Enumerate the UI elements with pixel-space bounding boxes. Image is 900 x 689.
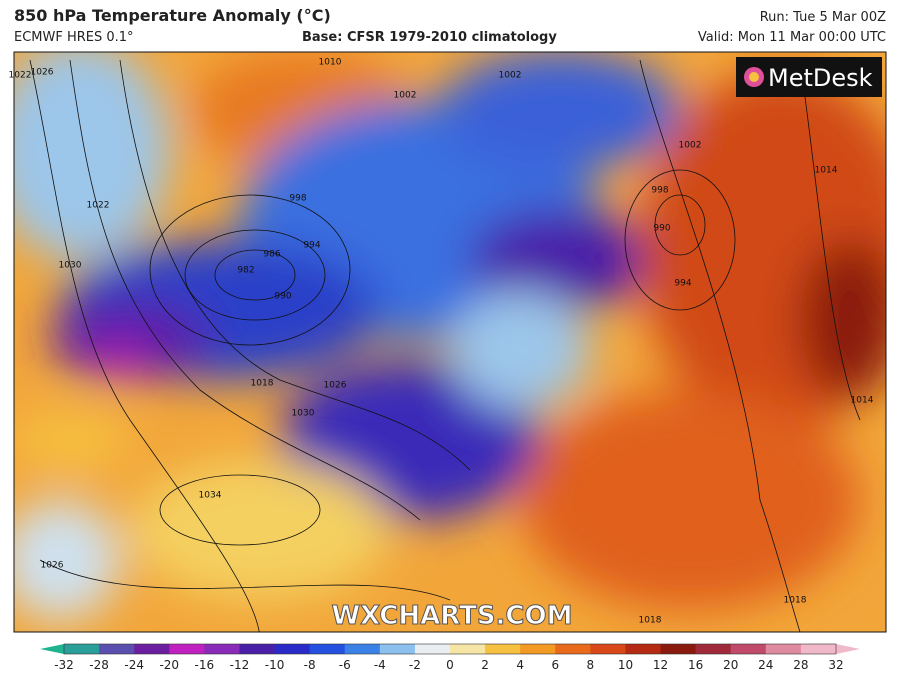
isobar-label: 1026	[41, 561, 64, 571]
colorbar-tick-label: 2	[481, 658, 489, 672]
colorbar-tick-label: 24	[758, 658, 773, 672]
isobar-label: 990	[653, 224, 670, 234]
colorbar-tick-label: -28	[89, 658, 109, 672]
colorbar-segment	[134, 644, 170, 654]
isobar-label: 1022	[9, 71, 32, 81]
colorbar-tick-label: 12	[653, 658, 668, 672]
colorbar-segment	[450, 644, 486, 654]
isobar-label: 1030	[59, 261, 82, 271]
isobar-label: 1010	[319, 58, 342, 68]
isobar-label: 1018	[784, 596, 807, 606]
colorbar-segment	[730, 644, 767, 654]
model: ECMWF HRES 0.1°	[14, 30, 134, 45]
colorbar-tick-label: 4	[516, 658, 524, 672]
isobar-label: 1034	[199, 491, 222, 501]
colorbar-tick-label: -4	[374, 658, 386, 672]
colorbar-segment	[344, 644, 381, 654]
colorbar-segment	[590, 644, 626, 654]
colorbar-tick-label: -2	[409, 658, 421, 672]
isobar-label: 1014	[815, 166, 838, 176]
isobar-label: 990	[274, 292, 291, 302]
isobar-label: 994	[303, 241, 320, 251]
colorbar-tick-label: 10	[618, 658, 633, 672]
isobar-label: 998	[651, 186, 668, 196]
colorbar-segment	[309, 644, 346, 654]
colorbar-tick-label: -6	[339, 658, 351, 672]
colorbar-tick-label: -8	[304, 658, 316, 672]
colorbar-segment	[520, 644, 556, 654]
colorbar-segment	[414, 644, 451, 654]
colorbar-tick-label: 6	[551, 658, 559, 672]
colorbar-segment	[274, 644, 311, 654]
base: Base: CFSR 1979-2010 climatology	[302, 30, 557, 45]
colorbar-tick-label: -12	[230, 658, 250, 672]
anomaly-field	[14, 52, 886, 632]
colorbar-segment	[169, 644, 205, 654]
isobar-label: 1022	[87, 201, 110, 211]
run: Run: Tue 5 Mar 00Z	[759, 10, 886, 25]
colorbar-segment	[64, 644, 100, 654]
isobar-label: 982	[237, 266, 254, 276]
colorbar-end	[40, 644, 64, 654]
colorbar-tick-label: 16	[688, 658, 703, 672]
colorbar-tick-label: -24	[124, 658, 144, 672]
colorbar-tick-label: 20	[723, 658, 738, 672]
isobar-label: 994	[674, 279, 691, 289]
colorbar-tick-label: 0	[446, 658, 454, 672]
colorbar-tick-label: -10	[265, 658, 285, 672]
colorbar-tick-label: 28	[793, 658, 808, 672]
isobar-label: 986	[263, 250, 280, 260]
colorbar-segment	[660, 644, 697, 654]
colorbar-end	[836, 644, 860, 654]
colorbar-tick-label: -20	[159, 658, 179, 672]
colorbar-segment	[695, 644, 732, 654]
colorbar: -32 -28 -24 -20 -16 -12 -10 -8 -6 -4 -2 0 2 4 6 8 10 12 16…	[40, 643, 860, 672]
colorbar-segment	[800, 644, 837, 654]
isobar-label: 1026	[31, 68, 54, 78]
logo: MetDesk	[768, 64, 873, 92]
colorbar-segment	[239, 644, 276, 654]
colorbar-segment	[765, 644, 802, 654]
colorbar-segment	[204, 644, 240, 654]
colorbar-segment	[625, 644, 662, 654]
colorbar-tick-label: -32	[54, 658, 74, 672]
colorbar-tick-label: 8	[587, 658, 595, 672]
colorbar-tick-label: 32	[828, 658, 843, 672]
isobar-label: 1002	[499, 71, 522, 81]
isobar-label: 1026	[324, 381, 347, 391]
colorbar-segment	[555, 644, 591, 654]
colorbar-segment	[379, 644, 416, 654]
isobar-label: 1030	[292, 409, 315, 419]
isobar-label: 1002	[394, 91, 417, 101]
colorbar-tick-label: -16	[195, 658, 215, 672]
valid: Valid: Mon 11 Mar 00:00 UTC	[697, 30, 886, 45]
isobar-label: 1018	[639, 616, 662, 626]
isobar-label: 1002	[679, 141, 702, 151]
logo-icon	[749, 72, 759, 82]
isobar-label: 1014	[851, 396, 874, 406]
watermark: WXCHARTS.COM	[331, 601, 572, 631]
colorbar-frame	[63, 643, 837, 655]
colorbar-segment	[99, 644, 135, 654]
isobar-label: 1018	[251, 379, 274, 389]
isobar-labels: 1022 1026 1010 1002 1002 998 994 986 982…	[9, 58, 874, 626]
isobar-label: 998	[289, 194, 306, 204]
title: 850 hPa Temperature Anomaly (°C)	[14, 6, 331, 25]
colorbar-segment	[485, 644, 521, 654]
